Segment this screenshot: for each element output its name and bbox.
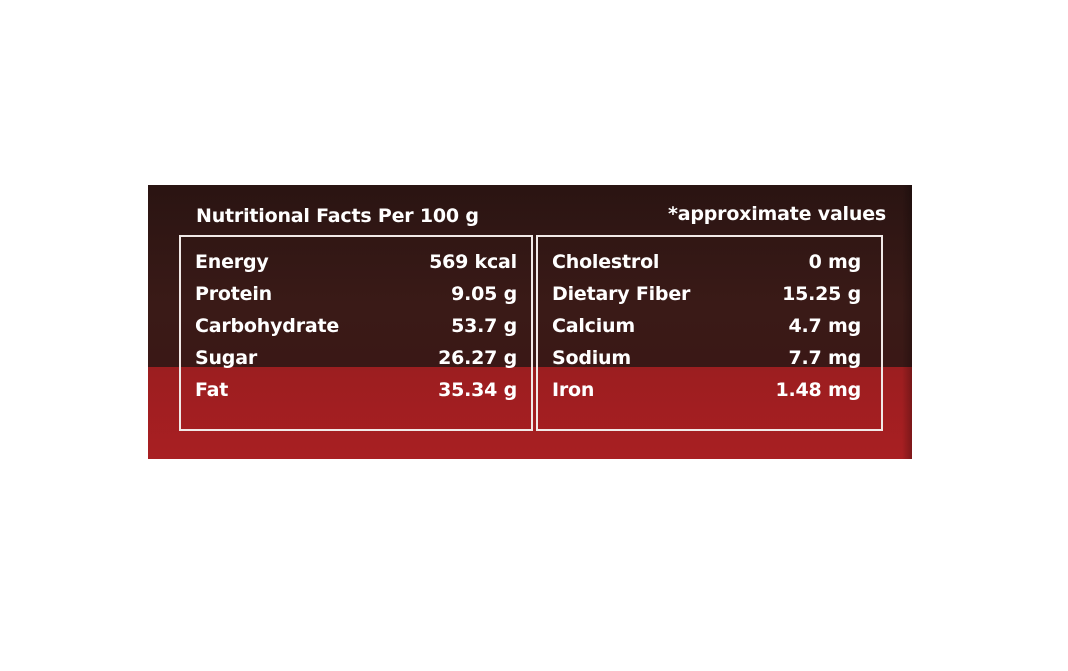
nutrient-row-protein: Protein 9.05 g	[195, 283, 517, 315]
nutrient-row-calcium: Calcium 4.7 mg	[552, 315, 861, 347]
nutrient-row-iron: Iron 1.48 mg	[552, 379, 861, 411]
nutrient-row-dietary-fiber: Dietary Fiber 15.25 g	[552, 283, 861, 315]
nutrient-value: 1.48 mg	[775, 379, 862, 401]
nutrient-row-sugar: Sugar 26.27 g	[195, 347, 517, 379]
nutrient-value: 15.25 g	[782, 283, 861, 305]
nutrient-value: 0 mg	[808, 251, 862, 273]
nutrient-label: Dietary Fiber	[552, 283, 691, 305]
nutrient-label: Cholestrol	[552, 251, 660, 273]
nutrient-label: Calcium	[552, 315, 635, 337]
nutrient-value: 7.7 mg	[788, 347, 862, 369]
nutrient-row-sodium: Sodium 7.7 mg	[552, 347, 861, 379]
approximate-note: *approximate values	[668, 203, 886, 225]
nutrient-row-energy: Energy 569 kcal	[195, 251, 517, 283]
nutrient-label: Energy	[195, 251, 269, 273]
panel-title: Nutritional Facts Per 100 g	[196, 205, 479, 227]
nutrient-value: 4.7 mg	[788, 315, 862, 337]
nutrient-label: Fat	[195, 379, 229, 401]
nutrient-label: Protein	[195, 283, 272, 305]
nutrient-label: Iron	[552, 379, 595, 401]
right-nutrient-table: Cholestrol 0 mg Dietary Fiber 15.25 g Ca…	[536, 235, 883, 431]
nutrient-value: 26.27 g	[438, 347, 517, 369]
nutrient-row-fat: Fat 35.34 g	[195, 379, 517, 411]
nutrient-value: 569 kcal	[429, 251, 517, 273]
nutrient-value: 53.7 g	[451, 315, 517, 337]
nutrition-panel: Nutritional Facts Per 100 g *approximate…	[148, 185, 912, 459]
left-nutrient-table: Energy 569 kcal Protein 9.05 g Carbohydr…	[179, 235, 533, 431]
nutrient-row-cholestrol: Cholestrol 0 mg	[552, 251, 861, 283]
nutrient-label: Sodium	[552, 347, 631, 369]
nutrient-value: 9.05 g	[451, 283, 517, 305]
nutrient-label: Sugar	[195, 347, 258, 369]
nutrient-label: Carbohydrate	[195, 315, 340, 337]
nutrient-value: 35.34 g	[438, 379, 517, 401]
nutrient-row-carbohydrate: Carbohydrate 53.7 g	[195, 315, 517, 347]
